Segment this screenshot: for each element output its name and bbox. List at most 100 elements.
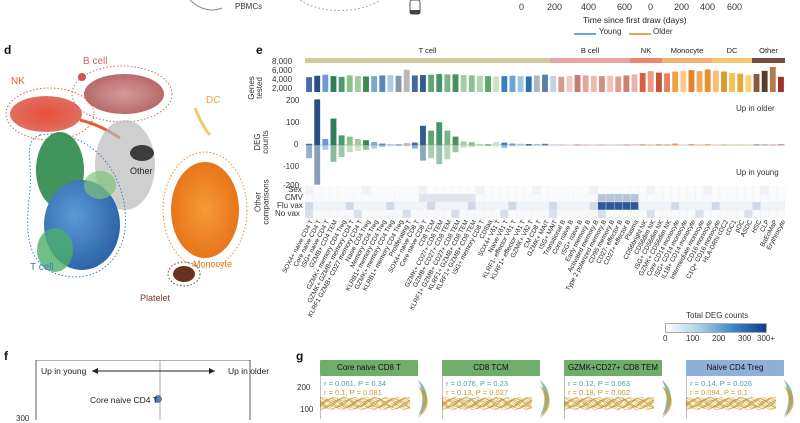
- heatmap-cell: [557, 202, 565, 210]
- deg-bar-older: [314, 99, 320, 145]
- heatmap-cell: [492, 210, 500, 218]
- heatmap-cell: [606, 194, 614, 202]
- deg-bar-young: [314, 145, 320, 185]
- genes-bar: [363, 76, 369, 92]
- deg-tick: 0: [294, 140, 298, 149]
- heatmap-cell: [313, 186, 321, 194]
- heatmap-cell: [582, 194, 590, 202]
- comparison-heatmap: [305, 186, 785, 218]
- heatmap-cell: [419, 186, 427, 194]
- deg-bar-young: [355, 145, 361, 151]
- cluster-label-nk: NK: [11, 76, 25, 87]
- genes-bar: [713, 71, 719, 92]
- heatmap-cell: [565, 202, 573, 210]
- deg-bar-young: [428, 145, 434, 158]
- genes-bar: [672, 72, 678, 92]
- heatmap-cell: [443, 186, 451, 194]
- heatmap-cell: [443, 202, 451, 210]
- genes-bar: [591, 76, 597, 92]
- heatmap-cell: [370, 194, 378, 202]
- heatmap-cell: [468, 186, 476, 194]
- heatmap-cell: [663, 186, 671, 194]
- stat-older: r = 0.13, P = 0.027: [446, 388, 508, 397]
- genes-bar: [705, 69, 711, 92]
- point-label: Core naive CD4 T: [90, 395, 158, 405]
- heatmap-cell: [338, 210, 346, 218]
- heatmap-cell: [427, 194, 435, 202]
- deg-bar-older: [510, 144, 516, 145]
- heatmap-cell: [761, 210, 769, 218]
- genes-bar: [729, 73, 735, 92]
- heatmap-cell: [451, 202, 459, 210]
- heatmap-cell: [590, 194, 598, 202]
- heatmap-cell: [460, 202, 468, 210]
- deg-bar-older: [379, 144, 385, 145]
- heatmap-cell: [508, 186, 516, 194]
- tick: 200: [674, 2, 689, 12]
- heatmap-cell: [720, 186, 728, 194]
- heatmap-cell: [679, 202, 687, 210]
- heatmap-cell: [460, 194, 468, 202]
- deg-bar-older: [518, 144, 524, 145]
- heatmap-cell: [411, 202, 419, 210]
- genes-bar: [745, 75, 751, 92]
- deg-bar-young: [477, 145, 483, 146]
- heatmap-cell: [541, 202, 549, 210]
- stat-young: r = 0.076, P = 0.23: [446, 379, 508, 388]
- heatmap-cell: [476, 186, 484, 194]
- heatmap-cell: [508, 194, 516, 202]
- cluster-label-t-cell: T cell: [30, 262, 54, 273]
- heatmap-cell: [679, 210, 687, 218]
- heatmap-cell: [777, 194, 785, 202]
- heatmap-cell: [419, 210, 427, 218]
- tick: 400: [700, 2, 715, 12]
- heatmap-cell: [622, 210, 630, 218]
- deg-bar-older: [550, 144, 556, 145]
- heatmap-cell: [744, 210, 752, 218]
- tick: 0: [648, 2, 653, 12]
- deg-bar-young: [461, 145, 467, 148]
- deg-bar-young: [363, 145, 369, 150]
- heatmap-cell: [761, 202, 769, 210]
- top-strip: PBMCs 0 200 400 600 0 200 400 600 Time s…: [0, 0, 800, 38]
- deg-bar-older: [534, 144, 540, 145]
- heatmap-cell: [338, 194, 346, 202]
- deg-bar-older: [493, 142, 499, 145]
- genes-bar: [721, 72, 727, 92]
- heatmap-cell: [484, 186, 492, 194]
- heatmap-cell: [435, 202, 443, 210]
- deg-bar-older: [339, 135, 345, 145]
- genes-bar: [444, 74, 450, 92]
- facet-title: Naive CD4 Treg: [686, 360, 784, 376]
- deg-count-bars: [305, 97, 785, 193]
- heatmap-cell: [346, 202, 354, 210]
- heatmap-cell: [744, 194, 752, 202]
- tick: 600: [727, 2, 742, 12]
- heatmap-cell: [321, 202, 329, 210]
- heatmap-cell: [305, 186, 313, 194]
- heatmap-cell: [411, 186, 419, 194]
- genes-bar: [371, 76, 377, 92]
- heatmap-cell: [313, 210, 321, 218]
- heatmap-cell: [590, 202, 598, 210]
- heatmap-cell: [671, 186, 679, 194]
- heatmap-cell: [435, 194, 443, 202]
- other-comparisons-label: Other comparisons: [255, 179, 271, 224]
- deg-axis-title: DEG counts: [258, 120, 278, 160]
- genes-bar: [770, 67, 776, 92]
- heatmap-cell: [533, 202, 541, 210]
- heatmap-cell: [476, 194, 484, 202]
- heatmap-cell: [549, 210, 557, 218]
- heatmap-cell: [329, 194, 337, 202]
- heatmap-cell: [386, 186, 394, 194]
- deg-bar-older: [477, 144, 483, 145]
- heatmap-cell: [606, 210, 614, 218]
- genes-bar: [762, 71, 768, 92]
- genes-tick: 6,000: [272, 66, 292, 75]
- genes-bar: [469, 75, 475, 92]
- heatmap-cell: [451, 210, 459, 218]
- up-in-older-arrow-label: Up in older: [228, 366, 269, 376]
- heatmap-cell: [696, 186, 704, 194]
- deg-bar-older: [444, 131, 450, 145]
- deg-bar-young: [444, 145, 450, 159]
